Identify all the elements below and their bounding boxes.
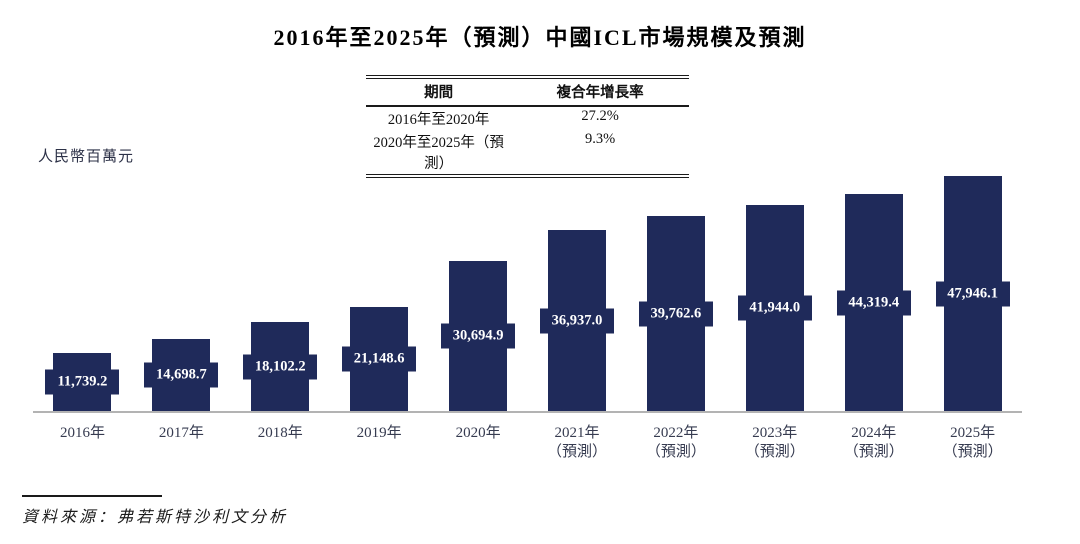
x-tick-label: 2022年 （預測） (645, 425, 706, 460)
bar-value-badge: 21,148.6 (342, 346, 417, 372)
x-tick-label: 2024年 （預測） (843, 425, 904, 460)
x-tick-label: 2021年 （預測） (546, 425, 607, 460)
bar-value-badge: 30,694.9 (441, 323, 516, 349)
bar-column: 11,739.2 2016年 (33, 176, 132, 462)
bar: 14,698.7 (144, 339, 219, 411)
cagr-table-header-rate: 複合年增長率 (556, 85, 644, 101)
bar-column: 30,694.9 2020年 (429, 176, 528, 462)
cagr-table-header-row: 期間 複合年增長率 (366, 79, 689, 107)
bar: 44,319.4 (836, 194, 911, 411)
bar-column: 47,946.1 2025年 （預測） (923, 176, 1022, 462)
source-note: 資料來源：弗若斯特沙利文分析 (22, 509, 289, 526)
bar-value-badge: 47,946.1 (935, 281, 1010, 306)
cagr-value-2016-2020: 27.2% (581, 108, 619, 124)
bar-column: 18,102.2 2018年 (231, 176, 330, 462)
bar-value-badge: 14,698.7 (144, 362, 219, 388)
bar: 11,739.2 (45, 353, 120, 411)
bar-zone: 41,944.0 (725, 176, 824, 411)
source-divider (22, 495, 162, 497)
x-tick-label: 2025年 （預測） (942, 425, 1003, 460)
cagr-period-2020-2025: 2020年至2025年（預測） (373, 135, 504, 172)
cagr-table-row: 2016年至2020年 27.2% (366, 107, 689, 130)
bar-zone: 11,739.2 (33, 176, 132, 411)
bar: 18,102.2 (243, 322, 318, 411)
chart-title: 2016年至2025年（預測）中國ICL市場規模及預測 (273, 25, 807, 50)
bar-column: 36,937.0 2021年 （預測） (528, 176, 627, 462)
bar: 36,937.0 (539, 230, 614, 411)
bar-zone: 47,946.1 (923, 176, 1022, 411)
cagr-value-2020-2025: 9.3% (585, 131, 616, 147)
cagr-table-row: 2020年至2025年（預測） 9.3% (366, 130, 689, 174)
x-tick-label: 2020年 (455, 425, 501, 441)
bar: 47,946.1 (935, 176, 1010, 411)
bar-value-badge: 44,319.4 (836, 290, 911, 315)
bar-zone: 18,102.2 (231, 176, 330, 411)
bar: 41,944.0 (737, 205, 812, 411)
bar-zone: 39,762.6 (626, 176, 725, 411)
cagr-period-2016-2020: 2016年至2020年 (387, 112, 490, 128)
bar-zone: 14,698.7 (132, 176, 231, 411)
bar-column: 39,762.6 2022年 （預測） (626, 176, 725, 462)
bar-column: 14,698.7 2017年 (132, 176, 231, 462)
bar-value-badge: 39,762.6 (638, 301, 713, 326)
bar-value-badge: 36,937.0 (539, 308, 614, 333)
x-tick-label: 2023年 （預測） (744, 425, 805, 460)
x-tick-label: 2017年 (158, 425, 204, 441)
y-axis-unit-label: 人民幣百萬元 (38, 149, 135, 165)
bar: 30,694.9 (441, 261, 516, 411)
cagr-table: 期間 複合年增長率 2016年至2020年 27.2% 2020年至2025年（… (366, 75, 689, 178)
bar-zone: 30,694.9 (429, 176, 528, 411)
x-tick-label: 2018年 (257, 425, 303, 441)
bar-chart: 11,739.2 2016年 14,698.7 2017年 18,102.2 2018年 2… (33, 176, 1022, 462)
bar-zone: 21,148.6 (330, 176, 429, 411)
x-tick-label: 2016年 (59, 425, 105, 441)
bar-column: 21,148.6 2019年 (330, 176, 429, 462)
bar-zone: 44,319.4 (824, 176, 923, 411)
bar-column: 41,944.0 2023年 （預測） (725, 176, 824, 462)
bar: 39,762.6 (638, 216, 713, 411)
bar-value-badge: 18,102.2 (243, 354, 318, 379)
x-axis-line (33, 411, 1022, 413)
bar-column: 44,319.4 2024年 （預測） (824, 176, 923, 462)
x-tick-label: 2019年 (356, 425, 402, 441)
cagr-table-header-period: 期間 (424, 85, 454, 101)
bar-value-badge: 11,739.2 (45, 369, 120, 395)
bar-zone: 36,937.0 (528, 176, 627, 411)
bar: 21,148.6 (342, 307, 417, 411)
bar-value-badge: 41,944.0 (737, 295, 812, 321)
